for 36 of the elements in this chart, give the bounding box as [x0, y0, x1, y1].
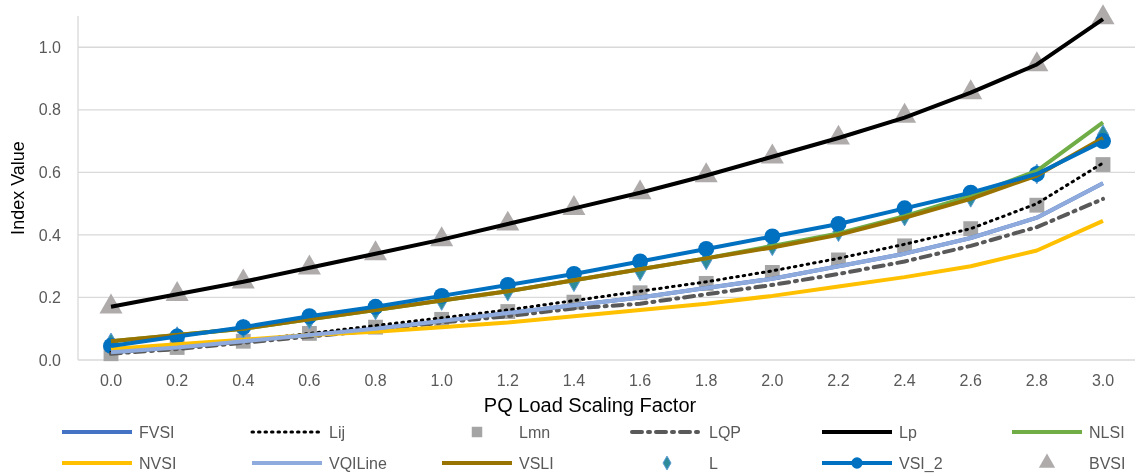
x-tick-label: 1.0 — [430, 372, 453, 389]
x-tick-label: 0.8 — [364, 372, 387, 389]
x-tick-label: 0.4 — [232, 372, 255, 389]
x-tick-label: 0.0 — [99, 372, 123, 389]
legend-label: NVSI — [139, 454, 177, 472]
legend-label: BVSI — [1089, 454, 1126, 472]
legend-label: Lij — [329, 423, 346, 441]
x-tick-label: 1.6 — [628, 372, 652, 389]
x-tick-label: 1.4 — [562, 372, 586, 389]
x-tick-label: 2.0 — [761, 372, 784, 389]
x-tick-label: 1.2 — [496, 372, 520, 389]
legend-label: NLSI — [1089, 423, 1125, 441]
y-tick-label: 0.0 — [38, 351, 62, 369]
legend-label: Lp — [899, 423, 917, 441]
x-tick-label: 2.4 — [893, 372, 916, 389]
y-axis-title: Index Value — [8, 141, 28, 235]
x-tick-label: 0.6 — [298, 372, 321, 389]
legend-label: Lmn — [519, 423, 551, 441]
y-tick-label: 1.0 — [38, 38, 62, 56]
legend-label: FVSI — [139, 423, 175, 441]
y-tick-label: 0.2 — [38, 289, 62, 307]
legend-label: LQP — [709, 423, 742, 441]
legend-label: VQILine — [329, 454, 387, 472]
x-tick-label: 3.0 — [1091, 372, 1115, 389]
y-tick-label: 0.6 — [38, 163, 62, 181]
x-tick-label: 1.8 — [695, 372, 718, 389]
x-tick-label: 2.6 — [959, 372, 982, 389]
y-tick-label: 0.8 — [38, 101, 62, 119]
x-tick-label: 2.8 — [1025, 372, 1049, 389]
x-tick-label: 0.2 — [166, 372, 189, 389]
x-tick-label: 2.2 — [827, 372, 850, 389]
legend-label: VSI_2 — [899, 454, 943, 473]
y-tick-label: 0.4 — [38, 226, 62, 244]
x-axis-title: PQ Load Scaling Factor — [483, 394, 697, 416]
legend-label: L — [709, 454, 718, 472]
legend-label: VSLI — [519, 454, 554, 472]
